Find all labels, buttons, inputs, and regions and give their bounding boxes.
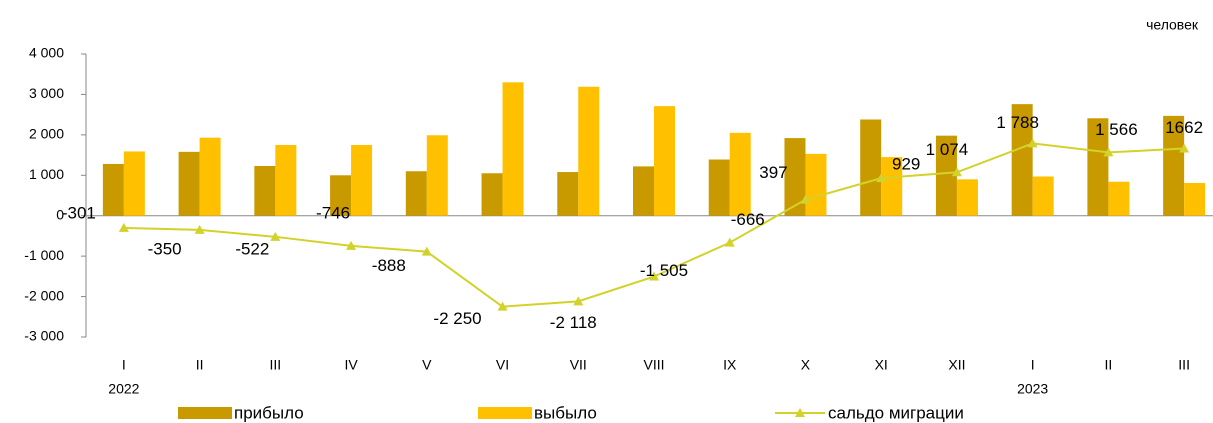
x-tick-label: III: [1178, 357, 1190, 373]
bar: [935, 135, 957, 216]
x-tick-label: VIII: [643, 357, 664, 373]
x-tick-label: VI: [496, 357, 509, 373]
y-tick-label: 4 000: [29, 45, 64, 61]
x-tick-label: II: [1105, 357, 1113, 373]
y-tick-label: 3 000: [29, 85, 64, 101]
x-tick-label: III: [269, 357, 281, 373]
x-tick-label: IX: [723, 357, 737, 373]
marker: [573, 296, 584, 306]
bar: [102, 163, 124, 216]
data-label: -888: [372, 256, 406, 275]
marker: [1179, 143, 1190, 153]
bar: [330, 175, 352, 216]
x-tick-label: II: [196, 357, 204, 373]
y-tick-label: 1 000: [29, 166, 64, 182]
marker: [346, 240, 357, 250]
bar: [502, 82, 524, 216]
data-label: 1 074: [926, 140, 969, 159]
y-tick-label: 0: [56, 206, 64, 222]
bar: [123, 151, 145, 216]
bar: [729, 132, 751, 216]
bar: [578, 86, 600, 216]
bar: [708, 159, 730, 216]
marker: [497, 301, 508, 311]
data-label: -2 250: [433, 309, 481, 328]
data-label: 1662: [1165, 118, 1203, 137]
x-tick-label: XII: [948, 357, 965, 373]
marker: [421, 246, 432, 256]
year-label: 2023: [1017, 381, 1048, 397]
data-label: -746: [316, 203, 350, 222]
marker: [1027, 138, 1038, 148]
bar: [805, 153, 827, 216]
data-label: -350: [148, 239, 182, 258]
data-label: -666: [731, 210, 765, 229]
legend-label: сальдо миграции: [828, 403, 964, 422]
bar: [1087, 118, 1109, 216]
bar: [1032, 176, 1054, 216]
bar: [351, 144, 373, 216]
bar: [1108, 181, 1130, 216]
marker: [800, 194, 811, 204]
x-tick-label: XI: [875, 357, 888, 373]
bar: [405, 171, 427, 216]
data-label: -301: [62, 203, 96, 222]
legend-swatch: [178, 407, 232, 419]
bar: [254, 165, 276, 216]
y-tick-label: -3 000: [24, 328, 64, 344]
x-tick-label: V: [422, 357, 432, 373]
legend-label: выбыло: [534, 403, 597, 422]
bar: [881, 157, 903, 216]
y-tick-label: -1 000: [24, 247, 64, 263]
marker: [951, 167, 962, 177]
bar: [956, 179, 978, 216]
marker: [118, 222, 129, 232]
data-label: 397: [759, 163, 787, 182]
bar: [426, 135, 448, 216]
marker: [876, 173, 887, 183]
bar: [633, 166, 654, 216]
bar: [860, 119, 882, 216]
marker: [1103, 147, 1114, 157]
data-label: -522: [235, 239, 269, 258]
bar: [275, 144, 297, 216]
bar: [178, 151, 200, 216]
y-tick-label: -2 000: [24, 287, 64, 303]
x-tick-label: VII: [570, 357, 587, 373]
marker: [649, 271, 659, 281]
legend-swatch: [478, 407, 532, 419]
data-label: -2 118: [550, 313, 597, 332]
data-label: -1 505: [640, 261, 688, 280]
bar: [654, 106, 675, 216]
unit-label: человек: [1146, 17, 1199, 33]
x-tick-label: I: [122, 357, 126, 373]
year-label: 2022: [108, 381, 139, 397]
data-label: 929: [892, 155, 920, 174]
y-tick-label: 2 000: [29, 126, 64, 142]
bar: [1011, 104, 1033, 216]
legend-marker: [795, 408, 805, 417]
bar: [557, 172, 579, 216]
bar: [1184, 182, 1206, 216]
legend-label: прибыло: [234, 403, 304, 422]
marker: [724, 237, 735, 247]
bar: [481, 173, 503, 216]
x-tick-label: IV: [344, 357, 358, 373]
marker: [194, 224, 205, 234]
bar: [1163, 115, 1185, 216]
data-label: 1 566: [1095, 120, 1138, 139]
x-tick-label: I: [1031, 357, 1035, 373]
marker: [270, 231, 281, 241]
x-tick-label: X: [801, 357, 811, 373]
bar: [784, 138, 806, 216]
data-label: 1 788: [996, 113, 1039, 132]
bar: [199, 137, 221, 216]
